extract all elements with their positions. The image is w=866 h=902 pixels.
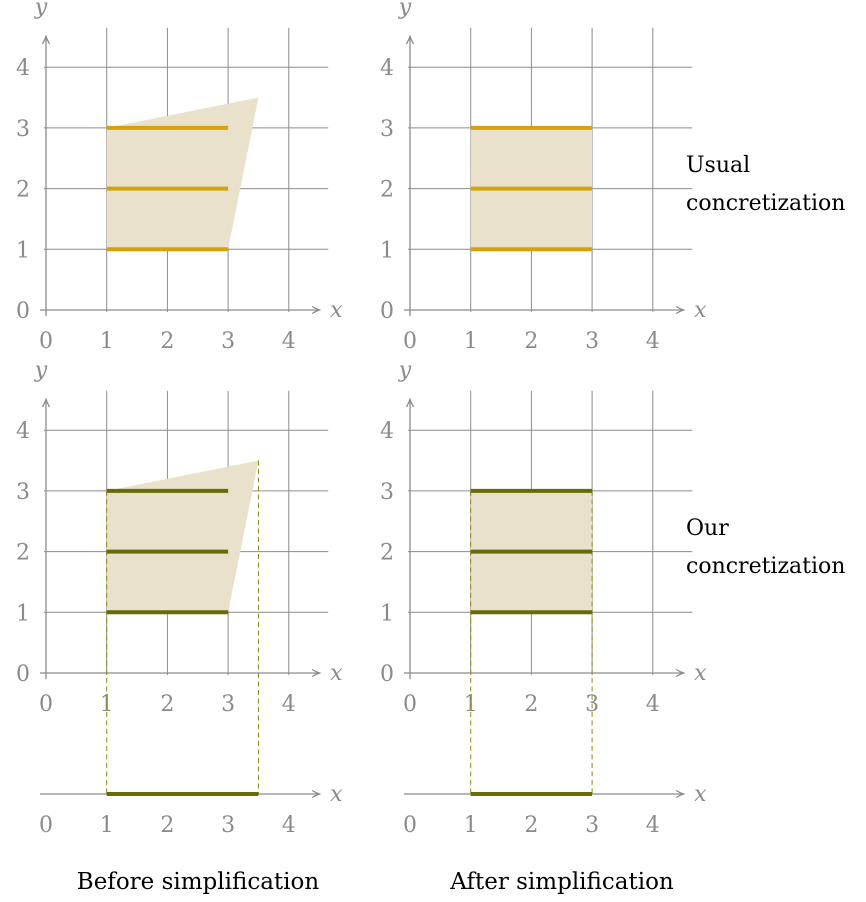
- projection-x-tick-label: 0: [403, 813, 417, 838]
- x-tick-label: 2: [524, 692, 538, 717]
- plots-layer: x y 0 1 2 3 4 0 1 2 3 4 x y 0 1 2 3 4 0 1 2 3 4 x y 0 1 2 3 4 0 1 2 3 4 x 0 1 2…: [16, 0, 707, 838]
- y-tick-label: 3: [16, 480, 30, 505]
- x-tick-label: 4: [646, 692, 660, 717]
- ours-label-line2: concretization: [686, 554, 845, 579]
- ours-label-line1: Our: [686, 516, 729, 541]
- y-tick-label: 2: [16, 178, 30, 203]
- x-tick-label: 3: [221, 329, 235, 354]
- y-tick-label: 1: [380, 238, 394, 263]
- y-tick-label: 0: [380, 662, 394, 687]
- x-tick-label: 2: [160, 692, 174, 717]
- y-axis-name: y: [34, 358, 48, 383]
- x-tick-label: 2: [524, 329, 538, 354]
- y-tick-label: 3: [380, 117, 394, 142]
- y-tick-label: 0: [380, 299, 394, 324]
- y-tick-label: 2: [380, 178, 394, 203]
- y-tick-label: 3: [16, 117, 30, 142]
- y-axis-name: y: [398, 358, 412, 383]
- y-tick-label: 4: [16, 419, 30, 444]
- caption-after: After simplification: [449, 869, 674, 895]
- projection-x-tick-label: 3: [221, 813, 235, 838]
- y-tick-label: 4: [380, 56, 394, 81]
- x-tick-label: 0: [39, 692, 53, 717]
- x-tick-label: 4: [282, 329, 296, 354]
- y-tick-label: 0: [16, 299, 30, 324]
- x-axis-name: x: [694, 298, 707, 323]
- panel-usual-before: x y 0 1 2 3 4 0 1 2 3 4: [16, 0, 343, 354]
- y-tick-label: 1: [380, 601, 394, 626]
- y-tick-label: 1: [16, 601, 30, 626]
- x-axis-name: x: [694, 661, 707, 686]
- x-tick-label: 0: [403, 692, 417, 717]
- y-tick-label: 3: [380, 480, 394, 505]
- caption-before: Before simplification: [77, 869, 320, 895]
- y-tick-label: 2: [16, 541, 30, 566]
- x-axis-name: x: [330, 661, 343, 686]
- projection-x-tick-label: 1: [100, 813, 114, 838]
- region-polygon: [106, 97, 259, 250]
- x-tick-label: 3: [221, 692, 235, 717]
- panel-usual-after: x y 0 1 2 3 4 0 1 2 3 4: [380, 0, 707, 354]
- projection-x-tick-label: 2: [524, 813, 538, 838]
- usual-label-line1: Usual: [686, 153, 750, 178]
- x-tick-label: 0: [403, 329, 417, 354]
- x-tick-label: 3: [585, 329, 599, 354]
- projection-x-tick-label: 4: [282, 813, 296, 838]
- y-tick-label: 4: [16, 56, 30, 81]
- projection-x-tick-label: 2: [160, 813, 174, 838]
- x-tick-label: 1: [464, 329, 478, 354]
- x-tick-label: 1: [100, 329, 114, 354]
- usual-label-line2: concretization: [686, 191, 845, 216]
- x-tick-label: 0: [39, 329, 53, 354]
- projection-x-tick-label: 3: [585, 813, 599, 838]
- projection-x-tick-label: 0: [39, 813, 53, 838]
- y-axis-name: y: [34, 0, 48, 20]
- projection-x-tick-label: 4: [646, 813, 660, 838]
- region-polygon: [106, 460, 259, 613]
- projection-x-axis-name: x: [694, 782, 707, 807]
- x-tick-label: 2: [160, 329, 174, 354]
- projection-x-tick-label: 1: [464, 813, 478, 838]
- x-tick-label: 4: [282, 692, 296, 717]
- y-tick-label: 1: [16, 238, 30, 263]
- y-tick-label: 0: [16, 662, 30, 687]
- projection-x-axis-name: x: [330, 782, 343, 807]
- x-tick-label: 4: [646, 329, 660, 354]
- y-tick-label: 2: [380, 541, 394, 566]
- y-tick-label: 4: [380, 419, 394, 444]
- x-axis-name: x: [330, 298, 343, 323]
- y-axis-name: y: [398, 0, 412, 20]
